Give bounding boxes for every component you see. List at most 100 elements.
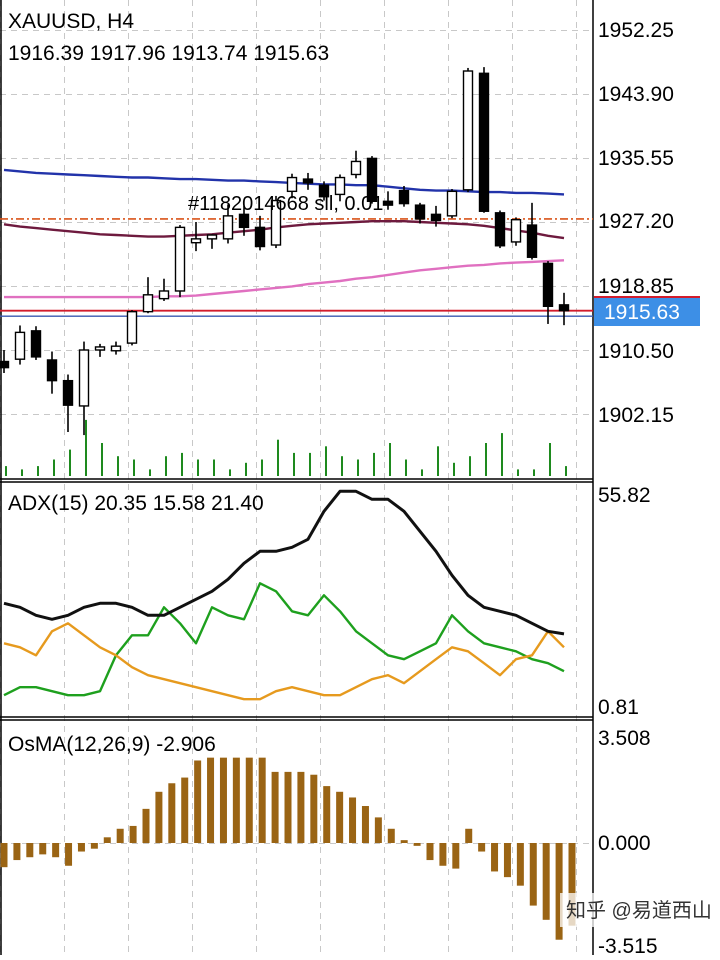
- osma-bar: [568, 843, 576, 926]
- osma-bar: [142, 808, 150, 843]
- bear-candle: [414, 204, 426, 220]
- osma-bar: [168, 783, 176, 843]
- osma-bar: [465, 828, 473, 843]
- osma-bar: [90, 843, 98, 849]
- bear-candle: [478, 72, 490, 212]
- bull-candle: [350, 160, 362, 176]
- osma-tick-max: 3.508: [598, 727, 651, 750]
- osma-bar: [232, 757, 240, 843]
- osma-bar: [555, 843, 563, 940]
- bear-candle: [318, 184, 330, 198]
- bull-candle: [174, 226, 186, 292]
- osma-bar: [310, 774, 318, 843]
- adx-series-plusdi: [3, 582, 565, 697]
- adx-series-minusdi: [3, 622, 565, 701]
- osma-bar: [219, 757, 227, 843]
- ma-pink-line: [4, 259, 565, 299]
- osma-bar: [413, 843, 421, 846]
- bear-candle: [430, 213, 442, 222]
- price-badge-bg: [594, 297, 700, 326]
- price-tick: 1927.20: [598, 210, 674, 233]
- adx-tick-min: 0.81: [598, 696, 639, 719]
- bull-candle: [14, 331, 26, 360]
- osma-title: OsMA(12,26,9) -2.906: [8, 733, 216, 756]
- osma-bar: [336, 791, 344, 843]
- bull-candle: [206, 234, 218, 240]
- osma-bar: [77, 843, 85, 852]
- osma-histogram: [0, 757, 576, 940]
- osma-bar: [452, 843, 460, 869]
- osma-bar: [542, 843, 550, 920]
- bull-candle: [94, 346, 106, 351]
- price-tick: 1943.90: [598, 83, 674, 106]
- ohlc-readout: 1916.39 1917.96 1913.74 1915.63: [8, 42, 329, 65]
- osma-bar: [116, 828, 124, 843]
- price-tick: 1952.25: [598, 19, 674, 42]
- bear-candle: [238, 213, 250, 229]
- osma-bar: [207, 757, 215, 843]
- ma-blue-line: [3, 168, 565, 196]
- osma-bar: [39, 843, 47, 855]
- order-label: #1182014668 sll, 0.01: [188, 193, 383, 215]
- watermark-text: 知乎 @易道西山: [566, 899, 712, 922]
- symbol-title: XAUUSD, H4: [8, 10, 134, 33]
- volume-bars: [5, 419, 567, 476]
- osma-bar: [503, 843, 511, 878]
- bull-candle: [334, 176, 346, 196]
- osma-bar: [103, 837, 111, 843]
- osma-bar: [245, 757, 253, 843]
- osma-bar: [349, 797, 357, 843]
- osma-bar: [323, 786, 331, 843]
- osma-bar: [374, 817, 382, 843]
- osma-bar: [516, 843, 524, 886]
- price-tick: 1918.85: [598, 275, 674, 298]
- osma-bar: [361, 806, 369, 843]
- bull-candle: [126, 310, 138, 344]
- bear-candle: [382, 200, 394, 206]
- price-tick: 1935.55: [598, 147, 674, 170]
- bear-candle: [366, 157, 378, 203]
- bear-candle: [398, 189, 410, 205]
- bear-candle: [494, 212, 506, 247]
- bear-candle: [302, 178, 314, 184]
- osma-bar: [439, 843, 447, 866]
- adx-lines: [3, 489, 565, 701]
- bear-candle: [558, 304, 570, 312]
- bull-candle: [158, 290, 170, 300]
- bear-candle: [30, 330, 42, 358]
- ma-maroon-line: [3, 219, 565, 240]
- bull-candle: [510, 219, 522, 243]
- adx-title: ADX(15) 20.35 15.58 21.40: [8, 492, 264, 515]
- osma-tick-min: -3.515: [598, 935, 658, 955]
- adx-series-adx: [3, 489, 565, 636]
- bear-candle: [254, 226, 266, 248]
- bull-candle: [78, 349, 90, 407]
- bull-candle: [190, 238, 202, 244]
- price-tick: 1910.50: [598, 340, 674, 363]
- osma-bar: [129, 825, 137, 843]
- osma-bar: [426, 843, 434, 861]
- osma-bar: [155, 791, 163, 843]
- osma-bar: [194, 760, 202, 843]
- osma-bar: [26, 843, 34, 858]
- price-badge-text: 1915.63: [604, 301, 680, 324]
- osma-bar: [13, 843, 21, 861]
- bull-candle: [286, 176, 298, 193]
- osma-bar: [478, 843, 486, 852]
- pane-frames: [0, 0, 594, 955]
- osma-bar: [491, 843, 499, 872]
- osma-bar: [181, 777, 189, 843]
- osma-bar: [284, 771, 292, 843]
- bull-candle: [222, 215, 234, 240]
- osma-tick-zero: 0.000: [598, 832, 651, 855]
- osma-bar: [387, 828, 395, 843]
- bull-candle: [270, 199, 282, 246]
- bull-candle: [446, 190, 458, 217]
- price-axis: 1952.25 1943.90 1935.55 1927.20 1918.85 …: [598, 19, 674, 427]
- osma-bar: [258, 757, 266, 843]
- bull-candle: [142, 294, 154, 313]
- watermark: 知乎 @易道西山: [560, 893, 718, 927]
- osma-bar: [529, 843, 537, 906]
